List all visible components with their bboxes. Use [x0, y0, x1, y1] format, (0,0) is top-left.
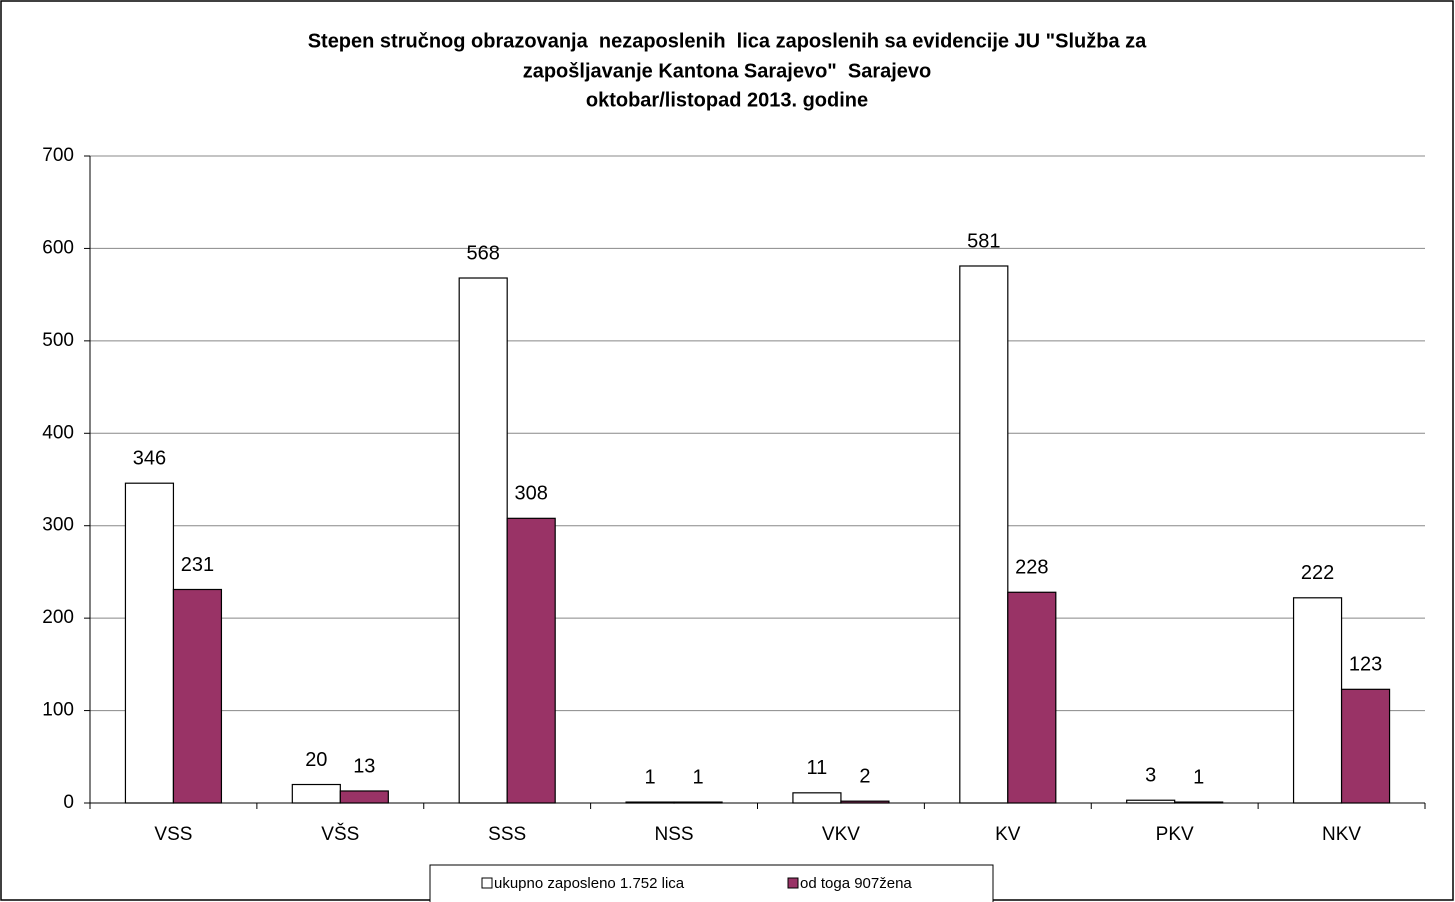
bar [1007, 591, 1057, 804]
legend-marker [787, 877, 799, 889]
bar [1292, 597, 1343, 804]
legend-label: od toga 907žena [800, 875, 912, 892]
x-tick-label: VKV [822, 824, 860, 845]
x-tick-label: NSS [655, 824, 694, 845]
bar [458, 277, 508, 804]
bar [625, 801, 675, 804]
y-tick-label: 100 [42, 700, 74, 721]
data-label: 1 [693, 766, 704, 788]
data-label: 231 [181, 554, 214, 576]
x-tick-label: KV [995, 824, 1021, 845]
data-label: 346 [133, 447, 166, 469]
y-tick-label: 200 [42, 607, 74, 628]
bar [673, 801, 723, 804]
data-label: 581 [967, 230, 1000, 252]
bar [1340, 688, 1391, 804]
data-label: 2 [859, 765, 870, 787]
data-label: 222 [1301, 562, 1334, 584]
data-label: 1 [1193, 766, 1204, 788]
data-label: 20 [305, 749, 327, 771]
y-tick-label: 300 [42, 515, 74, 536]
y-tick-label: 600 [42, 237, 74, 258]
legend-label: ukupno zaposleno 1.752 lica [494, 875, 685, 892]
bar [506, 517, 556, 804]
data-label: 308 [515, 483, 548, 505]
y-tick-label: 0 [63, 792, 74, 813]
data-label: 3 [1145, 765, 1156, 787]
bar [339, 790, 389, 804]
y-tick-label: 400 [42, 422, 74, 443]
bar [1174, 801, 1224, 804]
legend-box [429, 864, 994, 902]
data-label: 1 [645, 766, 656, 788]
x-tick-label: SSS [488, 824, 526, 845]
x-tick-label: PKV [1156, 824, 1194, 845]
bar [792, 792, 842, 804]
data-label: 11 [807, 757, 828, 779]
x-tick-label: NKV [1322, 824, 1361, 845]
data-label: 123 [1349, 654, 1382, 676]
data-label: 568 [467, 242, 500, 264]
chart-title: Stepen stručnog obrazovanja nezaposlenih… [308, 30, 1147, 52]
bar [124, 482, 175, 804]
bar [1126, 799, 1176, 804]
x-tick-label: VŠS [321, 823, 359, 845]
x-tick-label: VSS [154, 824, 192, 845]
bar [172, 588, 223, 804]
bar [959, 265, 1009, 804]
chart-title: zapošljavanje Kantona Sarajevo" Sarajevo [523, 60, 932, 82]
y-tick-label: 500 [42, 330, 74, 351]
data-label: 228 [1015, 557, 1048, 579]
chart-title: oktobar/listopad 2013. godine [586, 89, 868, 111]
legend-marker [481, 877, 493, 889]
bar [840, 800, 890, 804]
data-label: 13 [353, 755, 375, 777]
y-tick-label: 700 [42, 145, 74, 166]
bar [291, 783, 341, 804]
